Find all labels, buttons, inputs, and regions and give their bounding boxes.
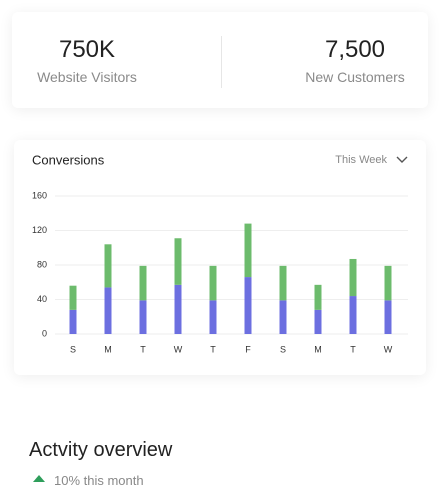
bar-segment [139,300,147,334]
stat-label: New Customers [305,69,405,85]
stat-value: 7,500 [324,36,386,63]
chart: Conversions This Week 0 40 80 120 160 S M T W T F S… [32,152,408,354]
x-tick-label: T [210,344,216,354]
bar-segment [244,223,252,278]
y-tick-label: 120 [32,225,47,235]
section-title: Actvity overview [29,439,173,461]
bar-segment [174,284,182,334]
bar-segment [314,309,322,334]
x-tick-label: W [384,344,393,354]
bar-segment [69,309,77,334]
y-tick-label: 160 [32,190,47,200]
bar-segment [139,265,147,301]
stat-label: Website Visitors [37,69,137,85]
x-tick-label: T [140,344,146,354]
bar-segment [104,287,112,334]
bar-segment [279,265,287,301]
bar-segment [349,258,357,297]
bar-segment [209,265,217,301]
x-tick-label: M [104,344,112,354]
x-tick-label: T [350,344,356,354]
bar-segment [384,300,392,334]
bar-segment [279,300,287,334]
x-tick-label: F [245,344,251,354]
stats-card: 750K Website Visitors 7,500 New Customer… [12,12,428,108]
bar-segment [209,300,217,334]
y-tick-label: 80 [37,259,47,269]
bar-segment [349,296,357,334]
bar-segment [314,284,322,310]
chart-card: Conversions This Week 0 40 80 120 160 S M T W T F S… [14,140,426,375]
bar-segment [174,238,182,285]
x-tick-label: W [174,344,183,354]
up-icon [33,475,45,482]
y-tick-label: 0 [42,328,47,338]
divider [221,36,222,88]
stat: 7,500 New Customers [255,12,447,108]
chevron-icon[interactable] [396,156,408,163]
stat-value: 750K [58,36,116,63]
bar-segment [384,265,392,301]
bar-segment [69,285,77,310]
filter-dropdown[interactable]: This Week [335,154,387,166]
y-tick-label: 40 [37,294,47,304]
bar-segment [244,277,252,334]
x-tick-label: M [314,344,322,354]
x-tick-label: S [280,344,286,354]
change-text: 10% this month [54,473,144,488]
bar-segment [104,244,112,288]
chart-title: Conversions [32,152,105,167]
x-tick-label: S [70,344,76,354]
stat: 750K Website Visitors [0,12,187,108]
